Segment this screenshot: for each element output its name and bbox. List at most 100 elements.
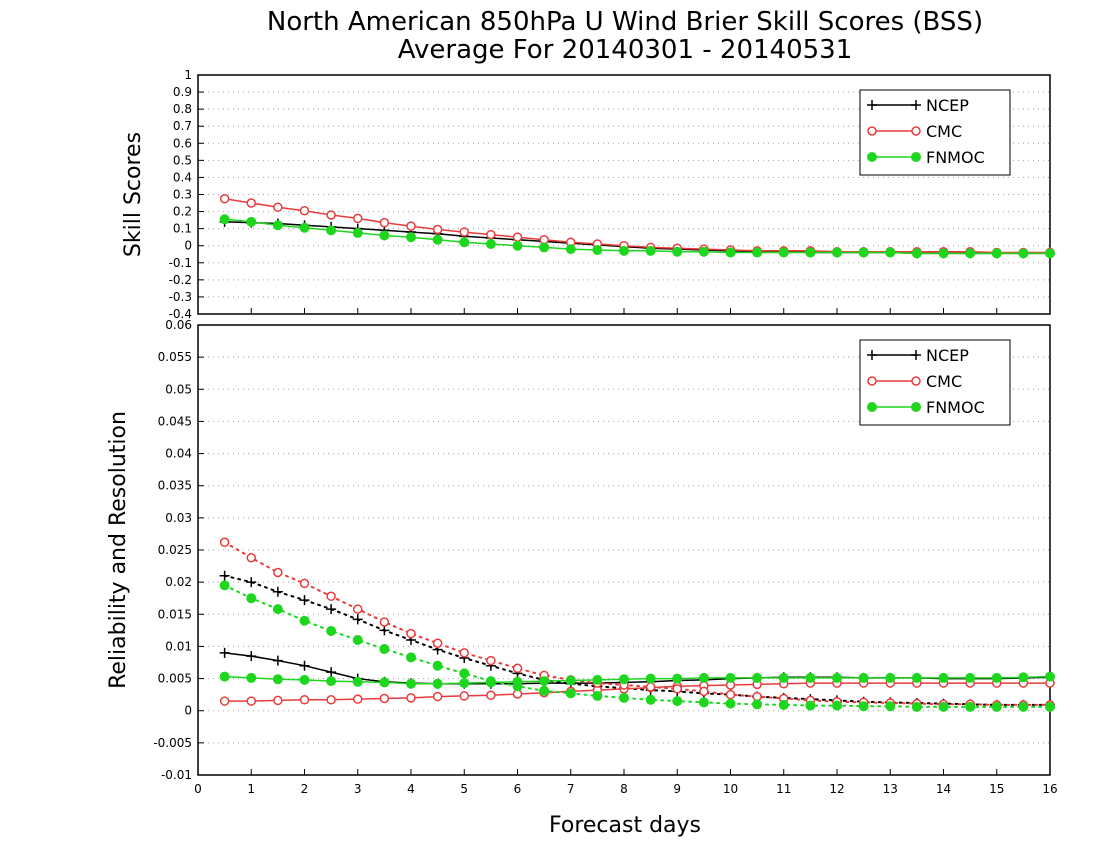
bottom-series-ncep-dotted-point: [272, 586, 283, 597]
bottom-series-fnmoc-dotted-point: [512, 681, 523, 692]
top-legend-fnmoc-marker: [867, 152, 877, 162]
top-series-fnmoc-point: [379, 230, 390, 241]
bottom-series-fnmoc-point: [272, 674, 283, 685]
bottom-legend-cmc-label: CMC: [926, 372, 962, 391]
bottom-series-cmc-point: [326, 695, 336, 705]
bottom-series-cmc-dotted-point: [353, 604, 363, 614]
x-tick-label: 3: [354, 782, 362, 796]
x-tick-label: 12: [829, 782, 844, 796]
bottom-series-ncep-dotted-point: [352, 614, 363, 625]
bottom-series-fnmoc-point: [619, 674, 629, 685]
top-y-tick-label: 1: [184, 68, 192, 82]
bottom-y-tick-label: -0.01: [161, 768, 192, 782]
top-series-fnmoc-point: [911, 248, 922, 259]
bottom-y-tick-label: 0.01: [165, 639, 192, 653]
top-series-fnmoc-point: [805, 247, 816, 258]
top-series-fnmoc-point: [619, 245, 629, 256]
top-legend-fnmoc-marker: [911, 152, 921, 162]
bottom-series-cmc-dotted-line: [223, 541, 1051, 706]
x-tick-label: 9: [673, 782, 681, 796]
bottom-series-cmc-point: [459, 691, 469, 701]
bottom-series-cmc-point: [406, 693, 416, 703]
top-y-tick-label: 0.8: [173, 102, 192, 116]
top-series-cmc-point: [406, 221, 416, 231]
bottom-series-fnmoc-point: [592, 674, 603, 685]
bottom-series-fnmoc-point: [299, 674, 310, 685]
bottom-series-ncep-point: [246, 651, 257, 662]
bottom-y-tick-label: 0.035: [158, 479, 192, 493]
bottom-series-cmc-dotted-point: [432, 638, 443, 648]
bottom-series-fnmoc-dotted-point: [805, 700, 816, 711]
bottom-series-fnmoc-dotted-point: [539, 685, 550, 696]
bottom-series-fnmoc-point: [805, 672, 816, 683]
bottom-legend-fnmoc-label: FNMOC: [926, 398, 985, 417]
top-series-ncep-line: [224, 221, 1050, 255]
bottom-legend-ncep-marker: [867, 350, 877, 360]
reliability-resolution-panel: -0.01 -0.005 0 0.005 0.01 0.015 0.02 0.025 0.03 0…: [106, 318, 1058, 796]
bottom-series-fnmoc-dotted-point: [219, 580, 230, 591]
bottom-series-fnmoc-dotted-point: [752, 699, 763, 710]
bottom-series-fnmoc-point: [246, 672, 257, 683]
bottom-series-fnmoc-dotted-point: [406, 652, 416, 663]
x-tick-label: 0: [194, 782, 202, 796]
x-tick-label: 16: [1042, 782, 1057, 796]
bottom-series-fnmoc-point: [379, 677, 390, 688]
bottom-series-fnmoc-dotted-point: [326, 626, 337, 636]
bottom-series-ncep-point: [219, 647, 230, 658]
top-series-fnmoc-point: [778, 247, 789, 258]
bottom-series-fnmoc-dotted-point: [299, 615, 310, 626]
bottom-series-fnmoc-point: [965, 672, 976, 683]
top-series-fnmoc-point: [991, 248, 1002, 259]
top-series-fnmoc-point: [885, 247, 896, 258]
top-legend-ncep-label: NCEP: [926, 96, 969, 115]
top-y-tick-label: -0.3: [169, 290, 192, 304]
top-series-cmc-line: [224, 198, 1050, 254]
top-y-tick-label: 0.5: [173, 153, 192, 167]
top-series-fnmoc-line: [224, 218, 1050, 255]
bottom-series-cmc-dotted-point: [246, 552, 256, 563]
top-series-cmc-point: [512, 232, 523, 242]
top-series-fnmoc-point: [938, 248, 949, 259]
x-tick-label: 7: [567, 782, 575, 796]
top-series-fnmoc-point: [219, 214, 230, 225]
top-legend-cmc-marker: [867, 126, 877, 136]
bottom-series-fnmoc-point: [219, 671, 230, 682]
bottom-series-fnmoc-dotted-point: [565, 688, 576, 699]
bottom-series-cmc-dotted-point: [326, 591, 336, 602]
bottom-series-cmc-dotted-point: [219, 537, 230, 548]
bottom-series-cmc-point: [432, 691, 443, 702]
top-series-fnmoc-point: [299, 222, 310, 233]
top-legend-ncep-marker: [867, 100, 877, 110]
bottom-series-cmc-dotted-point: [299, 578, 310, 589]
top-series-fnmoc-point: [485, 239, 496, 250]
bottom-series-fnmoc-dotted-point: [885, 701, 896, 712]
bottom-y-tick-label: 0.06: [165, 318, 192, 332]
top-series-fnmoc-point: [672, 246, 683, 257]
bottom-series-cmc-dotted-point: [725, 689, 736, 700]
bottom-series-cmc-point: [379, 693, 390, 704]
top-series-fnmoc-point: [246, 216, 257, 227]
bottom-series-fnmoc-dotted-point: [1018, 701, 1029, 712]
bottom-y-tick-label: 0.025: [158, 543, 192, 557]
bottom-series-fnmoc-dotted-point: [592, 690, 603, 701]
bottom-legend-ncep-label: NCEP: [926, 346, 969, 365]
bottom-series-fnmoc-dotted-point: [698, 697, 709, 708]
bottom-series-fnmoc-point: [938, 672, 949, 683]
bottom-series-fnmoc-point: [672, 673, 683, 684]
bottom-y-tick-label: 0.055: [158, 350, 192, 364]
top-series-fnmoc-point: [459, 237, 470, 248]
bottom-y-tick-label: 0.005: [158, 672, 192, 686]
bottom-series-cmc-dotted-point: [672, 684, 682, 694]
top-series-fnmoc-point: [512, 240, 523, 251]
bottom-series-fnmoc-point: [885, 672, 896, 683]
bottom-series-cmc-dotted-point: [645, 682, 656, 692]
bottom-y-tick-label: 0.02: [165, 575, 192, 589]
bottom-series-fnmoc-dotted-point: [965, 701, 976, 712]
bottom-legend-box: [859, 339, 1011, 426]
x-tick-label: 4: [407, 782, 415, 796]
x-tick-label: 13: [883, 782, 898, 796]
top-series-fnmoc-point: [352, 227, 363, 238]
top-legend-fnmoc-label: FNMOC: [926, 148, 985, 167]
top-series-fnmoc-point: [326, 225, 337, 236]
bottom-series-ncep-dotted-point: [379, 625, 390, 636]
